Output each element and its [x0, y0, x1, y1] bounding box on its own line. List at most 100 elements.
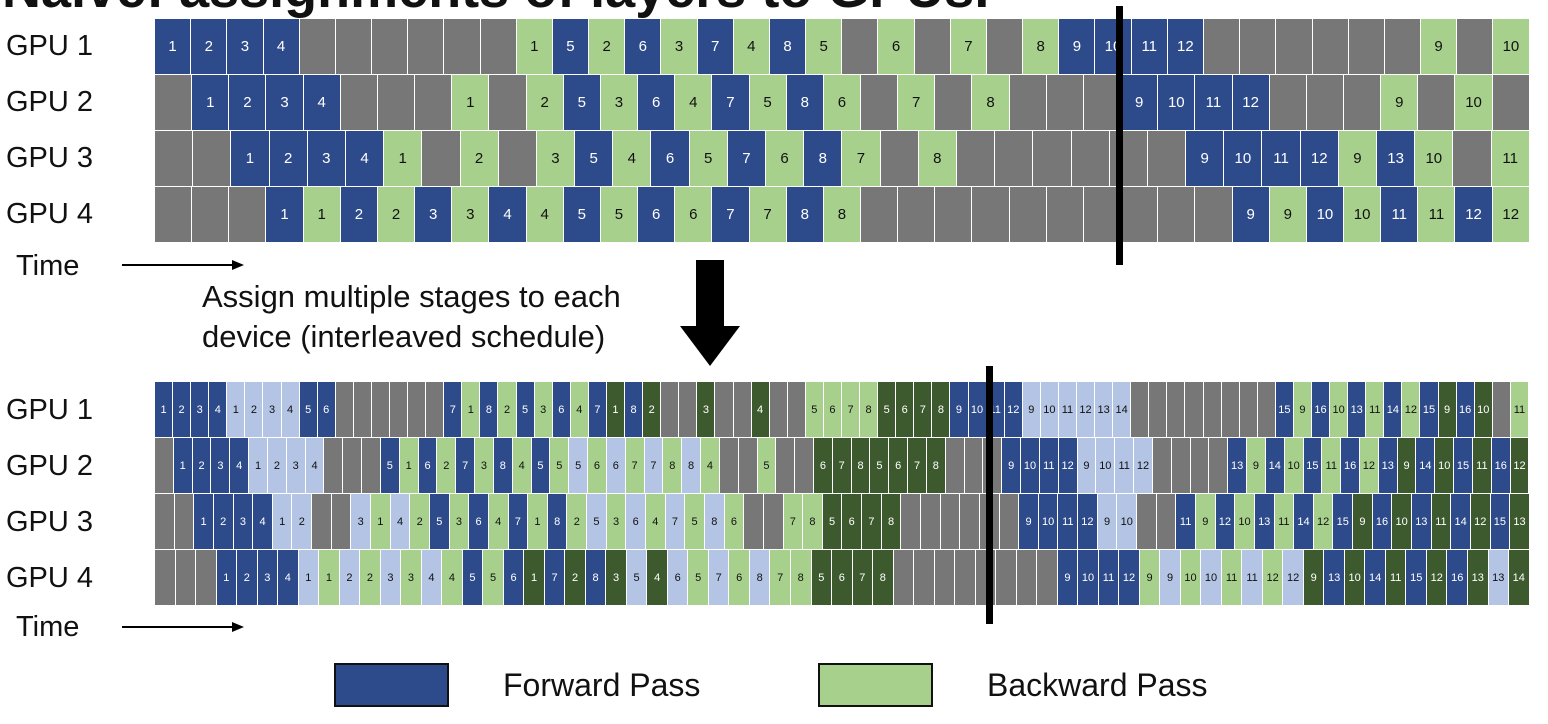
forward-pass-cell: 3 [257, 550, 279, 606]
idle-cell [498, 131, 537, 187]
forward-pass-chunk2-cell: 1 [249, 438, 268, 494]
forward-pass-cell: 7 [544, 550, 566, 606]
forward-pass-chunk2-cell: 6 [667, 550, 689, 606]
backward-pass-cell: 9 [1293, 382, 1312, 438]
forward-pass-cell: 5 [552, 19, 590, 75]
forward-pass-chunk2-cell: 11 [1242, 550, 1263, 606]
idle-cell [1195, 187, 1233, 243]
idle-cell [377, 75, 416, 131]
backward-pass-chunk2-cell: 6 [896, 382, 915, 438]
idle-cell [934, 550, 956, 606]
idle-cell [1016, 550, 1038, 606]
backward-pass-cell: 11 [1366, 382, 1385, 438]
forward-pass-cell: 7 [727, 131, 766, 187]
backward-pass-cell: 2 [567, 494, 588, 550]
idle-cell [1158, 187, 1196, 243]
idle-cell [901, 494, 921, 550]
forward-pass-cell: 13 [1412, 494, 1432, 550]
backward-pass-cell: 3 [536, 131, 576, 187]
forward-pass-cell: 2 [173, 382, 192, 438]
forward-pass-cell: 3 [415, 187, 453, 243]
backward-pass-chunk2-cell: 7 [914, 382, 933, 438]
backward-pass-chunk2-cell: 3 [606, 550, 627, 606]
forward-pass-cell: 14 [1384, 382, 1403, 438]
forward-pass-chunk2-cell: 12 [1076, 382, 1096, 438]
backward-pass-chunk2-cell: 10 [1435, 438, 1455, 494]
backward-pass-chunk2-cell: 5 [811, 550, 833, 606]
backward-pass-cell: 5 [749, 75, 787, 131]
backward-pass-cell: 4 [613, 131, 652, 187]
idle-cell [914, 19, 951, 75]
backward-pass-cell: 3 [452, 187, 490, 243]
idle-cell [996, 550, 1017, 606]
down-arrow-icon [680, 260, 740, 366]
forward-pass-cell: 9 [950, 382, 969, 438]
forward-pass-cell: 11 [1039, 438, 1059, 494]
idle-cell [1492, 75, 1530, 131]
idle-cell [155, 494, 175, 550]
backward-pass-chunk2-cell: 8 [881, 494, 902, 550]
idle-cell [1009, 187, 1047, 243]
legend-forward: Forward Pass [334, 663, 700, 707]
forward-pass-cell: 10 [1021, 438, 1040, 494]
forward-pass-cell: 2 [229, 75, 267, 131]
backward-pass-cell: 8 [823, 187, 861, 243]
idle-cell [1344, 75, 1382, 131]
forward-pass-chunk2-cell: 3 [263, 382, 282, 438]
time-label-top: Time [16, 250, 80, 282]
idle-cell [426, 382, 445, 438]
idle-cell [1131, 382, 1150, 438]
backward-pass-cell: 4 [701, 438, 720, 494]
forward-pass-cell: 7 [697, 19, 734, 75]
backward-pass-cell: 2 [460, 131, 499, 187]
forward-pass-chunk2-cell: 6 [606, 438, 626, 494]
backward-pass-chunk2-cell: 11 [1472, 438, 1492, 494]
forward-pass-cell: 9 [1059, 19, 1096, 75]
forward-pass-cell: 10 [968, 382, 987, 438]
idle-cell [1037, 550, 1058, 606]
backward-pass-chunk2-cell: 11 [1431, 494, 1452, 550]
idle-cell [1492, 382, 1511, 438]
gpu-label-3-interleaved: GPU 3 [6, 506, 94, 538]
forward-pass-cell: 3 [307, 131, 346, 187]
forward-pass-cell: 7 [712, 187, 750, 243]
backward-pass-cell: 8 [972, 75, 1010, 131]
gpu-lane: 1 2 3 4 1 2 5 3 6 4 7 5 8 6 7 8 9 10 11 12 9 10 [155, 75, 1530, 131]
backward-pass-cell: 7 [950, 19, 987, 75]
idle-cell [175, 550, 197, 606]
slide-title: Naïve: assignments of layers to GPUs. [2, 0, 989, 20]
idle-cell [1046, 187, 1084, 243]
gpu-label-4-interleaved: GPU 4 [6, 562, 94, 594]
backward-pass-cell: 7 [783, 494, 804, 550]
backward-pass-cell: 7 [625, 438, 645, 494]
idle-cell [155, 75, 193, 131]
backward-pass-cell: 12 [1262, 550, 1284, 606]
idle-cell [719, 438, 739, 494]
idle-cell [324, 438, 344, 494]
forward-pass-cell: 15 [1490, 494, 1511, 550]
forward-pass-chunk2-cell: 3 [351, 494, 372, 550]
backward-pass-chunk2-cell: 5 [870, 438, 890, 494]
forward-pass-cell: 15 [1303, 438, 1323, 494]
forward-pass-chunk2-cell: 2 [339, 550, 361, 606]
idle-cell [935, 187, 973, 243]
forward-pass-cell: 8 [804, 131, 843, 187]
backward-pass-cell: 10 [1284, 438, 1304, 494]
forward-pass-chunk2-cell: 13 [1095, 382, 1114, 438]
forward-pass-cell: 12 [1078, 494, 1098, 550]
backward-pass-cell: 12 [1492, 187, 1530, 243]
idle-cell [1185, 382, 1204, 438]
idle-cell [986, 19, 1024, 75]
backward-pass-cell: 7 [749, 187, 787, 243]
backward-pass-chunk2-cell: 6 [889, 438, 909, 494]
forward-pass-cell: 14 [1265, 438, 1285, 494]
backward-pass-cell: 6 [729, 550, 750, 606]
forward-pass-cell: 4 [345, 131, 385, 187]
forward-pass-cell: 8 [786, 187, 824, 243]
forward-pass-chunk2-cell: 4 [390, 494, 411, 550]
backward-pass-chunk2-cell: 7 [832, 438, 852, 494]
backward-pass-chunk2-cell: 1 [524, 550, 545, 606]
legend-backward-swatch [818, 663, 933, 707]
forward-pass-cell: 5 [299, 382, 318, 438]
idle-cell [1276, 19, 1313, 75]
